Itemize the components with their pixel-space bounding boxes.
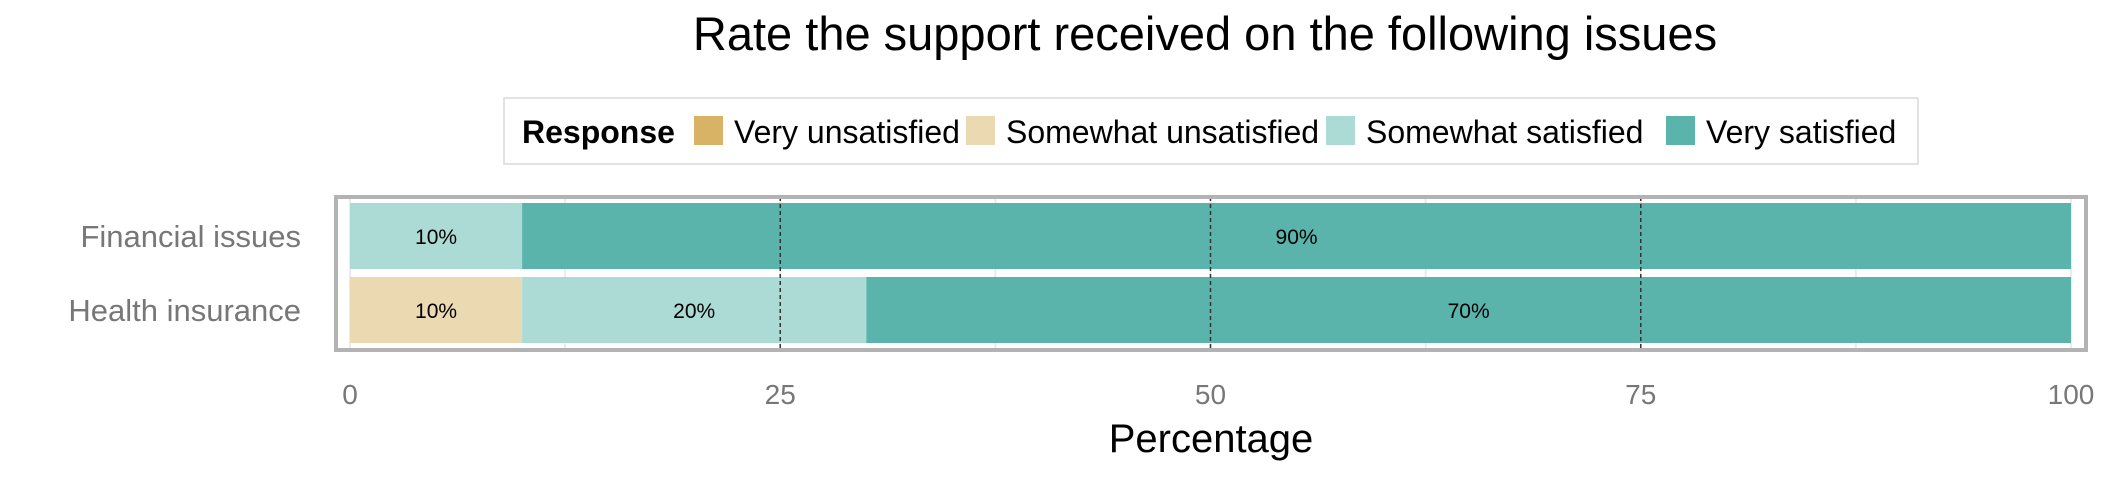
plot-area: 10% 90% 10% 20% 70% [334, 195, 2088, 352]
chart-title: Rate the support received on the followi… [693, 7, 1717, 60]
legend-title: Response [522, 114, 675, 150]
legend-key [694, 116, 723, 145]
bar-segment [350, 203, 523, 269]
legend-label: Somewhat unsatisfied [1006, 114, 1319, 150]
x-tick-label: 75 [1625, 379, 1656, 410]
data-label: 10% [415, 300, 457, 323]
bar-segment [866, 277, 2071, 343]
legend-key [1666, 116, 1695, 145]
x-tick-label: 0 [342, 379, 358, 410]
bar-segment [522, 277, 867, 343]
y-tick-label: Health insurance [68, 293, 301, 328]
x-axis-title: Percentage [1109, 417, 1314, 461]
data-label: 10% [415, 226, 457, 249]
y-axis: Financial issues Health insurance [68, 219, 301, 328]
x-tick-label: 50 [1195, 379, 1226, 410]
legend-label: Very unsatisfied [734, 114, 960, 150]
legend: Response Very unsatisfied Somewhat unsati… [503, 97, 1919, 165]
panel-border [334, 195, 2088, 352]
bar-segment [350, 277, 523, 343]
data-label: 20% [673, 300, 715, 323]
legend-label: Somewhat satisfied [1366, 114, 1643, 150]
legend-label: Very satisfied [1706, 114, 1896, 150]
x-tick-label: 100 [2048, 379, 2095, 410]
x-tick-label: 25 [765, 379, 796, 410]
data-label: 70% [1448, 300, 1490, 323]
legend-key [966, 116, 995, 145]
x-axis: 0 25 50 75 100 [342, 379, 2094, 410]
legend-key [1326, 116, 1355, 145]
data-label: 90% [1276, 226, 1318, 249]
y-tick-label: Financial issues [80, 219, 301, 254]
